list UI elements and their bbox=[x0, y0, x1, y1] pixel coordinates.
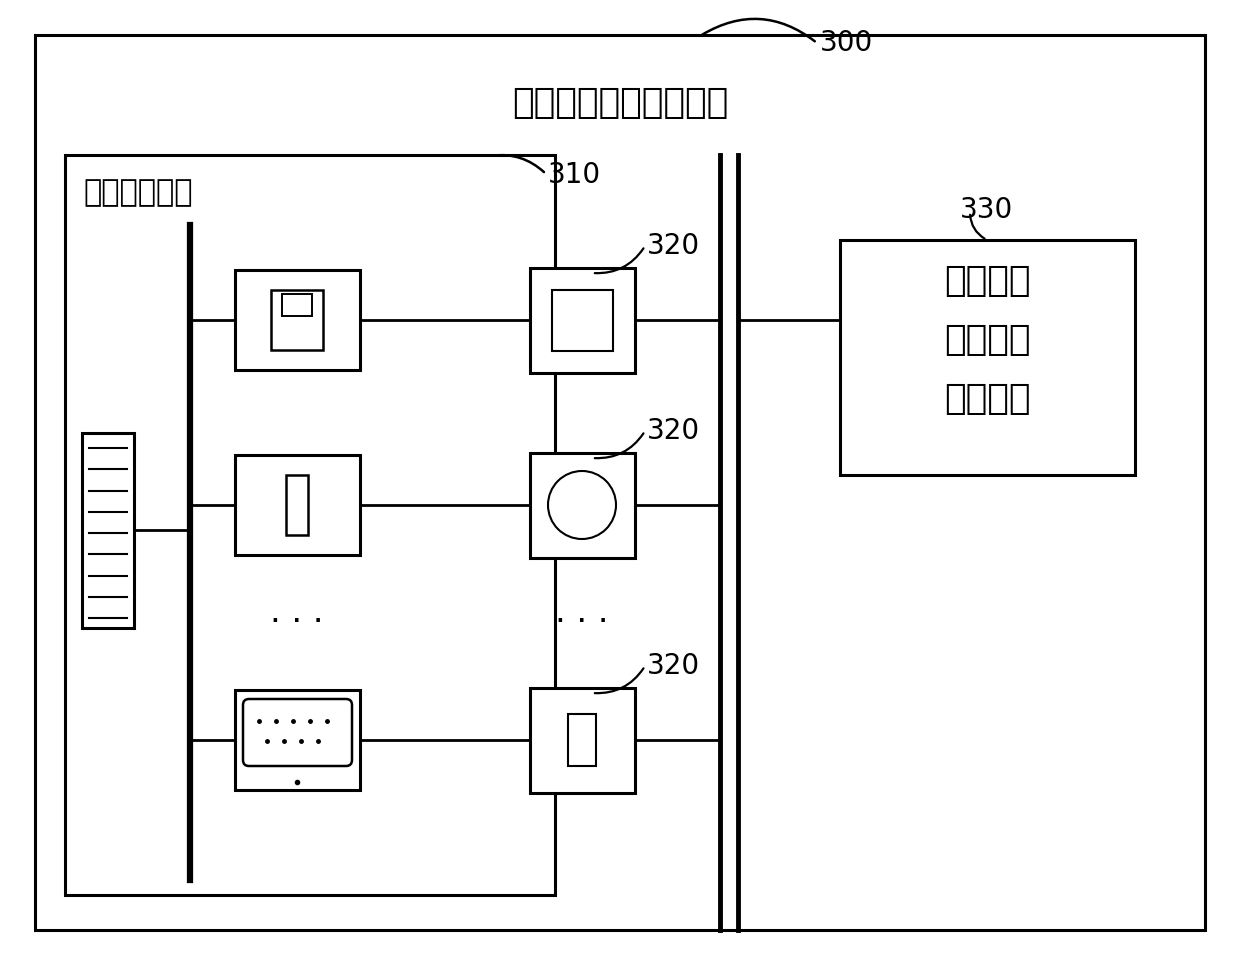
Text: 320: 320 bbox=[647, 232, 701, 260]
Bar bbox=[236, 455, 360, 555]
Text: 第一授时单元: 第一授时单元 bbox=[83, 179, 192, 208]
Text: 300: 300 bbox=[820, 29, 873, 57]
Text: 感应数据: 感应数据 bbox=[944, 323, 1030, 356]
Bar bbox=[529, 268, 635, 373]
Bar bbox=[236, 690, 360, 790]
Text: 330: 330 bbox=[960, 196, 1013, 224]
Text: · · ·: · · · bbox=[556, 606, 609, 639]
Bar bbox=[286, 475, 308, 535]
Bar bbox=[529, 453, 635, 558]
Text: 驾驶环境: 驾驶环境 bbox=[944, 264, 1030, 298]
FancyBboxPatch shape bbox=[243, 699, 352, 766]
Text: · · ·: · · · bbox=[270, 606, 324, 639]
Bar bbox=[82, 433, 134, 628]
Bar bbox=[64, 155, 556, 895]
Bar bbox=[281, 294, 312, 316]
Bar bbox=[529, 688, 635, 793]
Bar bbox=[272, 290, 322, 350]
Text: 计算单元: 计算单元 bbox=[944, 382, 1030, 415]
Bar bbox=[568, 714, 596, 766]
Text: 310: 310 bbox=[548, 161, 601, 189]
Text: 320: 320 bbox=[647, 417, 701, 445]
Circle shape bbox=[548, 471, 616, 539]
Bar bbox=[552, 290, 613, 351]
Bar bbox=[839, 240, 1135, 475]
Bar bbox=[236, 270, 360, 370]
Text: 自动驾驶感应控制系统: 自动驾驶感应控制系统 bbox=[512, 86, 728, 120]
Text: 320: 320 bbox=[647, 652, 701, 680]
